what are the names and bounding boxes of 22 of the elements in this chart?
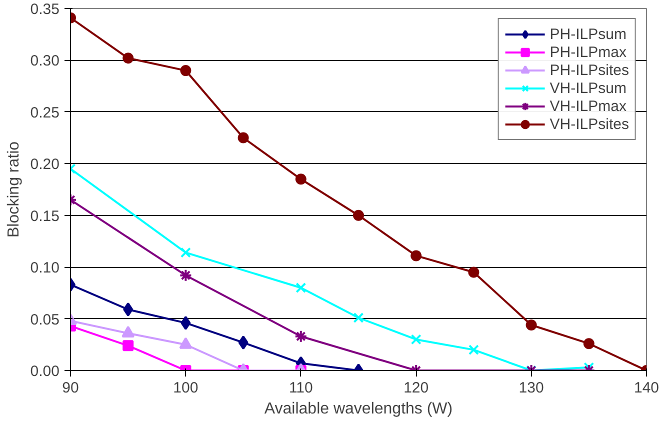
x-tick-label: 110 — [288, 380, 313, 396]
y-tick-label: 0.20 — [30, 156, 60, 174]
y-tick-label: 0.25 — [30, 104, 60, 122]
legend-label: VH-ILPsites — [550, 115, 629, 133]
x-tick-label: 120 — [404, 380, 429, 396]
x-tick-label: 100 — [173, 380, 198, 396]
legend-label: VH-ILPmax — [550, 97, 626, 115]
y-tick-label: 0.35 — [30, 1, 60, 18]
x-tick-label: 90 — [62, 380, 79, 396]
y-tick-label: 0.30 — [30, 52, 60, 70]
y-tick-label: 0.05 — [30, 311, 60, 328]
y-tick-label: 0.10 — [30, 260, 60, 277]
legend-label: VH-ILPsum — [550, 79, 626, 97]
x-tick-label: 140 — [634, 380, 660, 396]
x-axis-title: Available wavelengths (W) — [264, 400, 453, 418]
legend-label: PH-ILPsites — [550, 61, 629, 79]
legend-label: PH-ILPmax — [550, 43, 626, 61]
y-tick-label: 0.15 — [30, 208, 60, 225]
legend-label: PH-ILPsum — [550, 25, 626, 43]
y-tick-label: 0.00 — [30, 363, 60, 380]
x-tick-label: 130 — [518, 380, 544, 396]
y-axis-title: Blocking ratio — [5, 141, 22, 238]
